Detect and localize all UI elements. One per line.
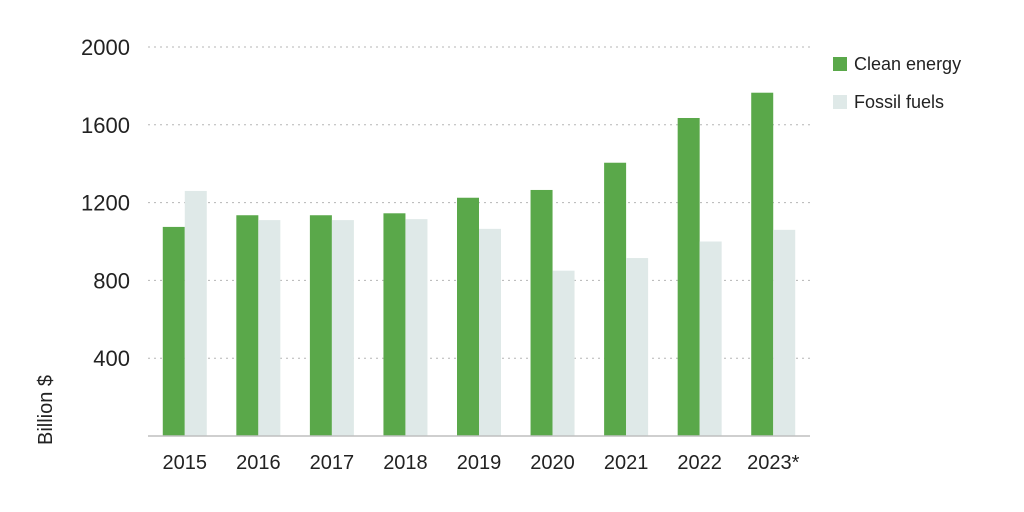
fossil-fuels-bar xyxy=(626,258,649,436)
legend-swatch xyxy=(833,95,847,109)
clean-energy-bar xyxy=(457,197,479,436)
fossil-fuels-bar xyxy=(699,241,722,436)
x-tick-label: 2022 xyxy=(677,452,722,474)
x-axis-ticks: 2015 2016 2017 2018 2019 2020 2021 2022 2023* xyxy=(163,452,800,474)
x-tick-label: 2017 xyxy=(310,452,355,474)
clean-energy-bar xyxy=(751,92,774,437)
clean-energy-bar xyxy=(677,117,700,437)
y-tick-label: 1200 xyxy=(81,191,130,216)
clean-energy-bar xyxy=(309,215,332,436)
fossil-fuels-bar xyxy=(773,229,796,436)
y-tick-label: 1600 xyxy=(81,113,130,138)
x-tick-label: 2020 xyxy=(530,452,575,474)
legend-swatch xyxy=(833,57,847,71)
fossil-fuels-bar xyxy=(479,228,501,436)
clean-energy-bar xyxy=(236,215,259,436)
y-tick-label: 800 xyxy=(93,268,130,293)
bars xyxy=(162,92,796,437)
y-axis-ticks: 400 800 1200 1600 2000 xyxy=(81,35,130,371)
clean-energy-bar xyxy=(604,162,627,437)
legend: Clean energy Fossil fuels xyxy=(833,54,961,112)
fossil-fuels-bar xyxy=(331,220,354,436)
x-tick-label: 2021 xyxy=(604,452,649,474)
fossil-fuels-bar xyxy=(552,270,575,436)
legend-label: Fossil fuels xyxy=(854,92,944,112)
clean-energy-bar xyxy=(383,213,406,436)
fossil-fuels-bar xyxy=(405,219,428,436)
fossil-fuels-bar xyxy=(258,220,281,436)
clean-energy-bar xyxy=(530,189,553,436)
legend-item-fossil-fuels: Fossil fuels xyxy=(833,92,944,112)
legend-label: Clean energy xyxy=(854,54,961,74)
x-tick-label: 2023* xyxy=(747,452,799,474)
x-tick-label: 2018 xyxy=(383,452,428,474)
fossil-fuels-bar xyxy=(184,190,207,436)
y-axis-title: Billion $ xyxy=(35,375,57,445)
x-tick-label: 2016 xyxy=(236,452,281,474)
x-tick-label: 2019 xyxy=(457,452,502,474)
legend-item-clean-energy: Clean energy xyxy=(833,54,961,74)
clean-energy-bar xyxy=(162,226,185,436)
y-tick-label: 400 xyxy=(93,346,130,371)
y-tick-label: 2000 xyxy=(81,35,130,60)
x-tick-label: 2015 xyxy=(163,452,208,474)
